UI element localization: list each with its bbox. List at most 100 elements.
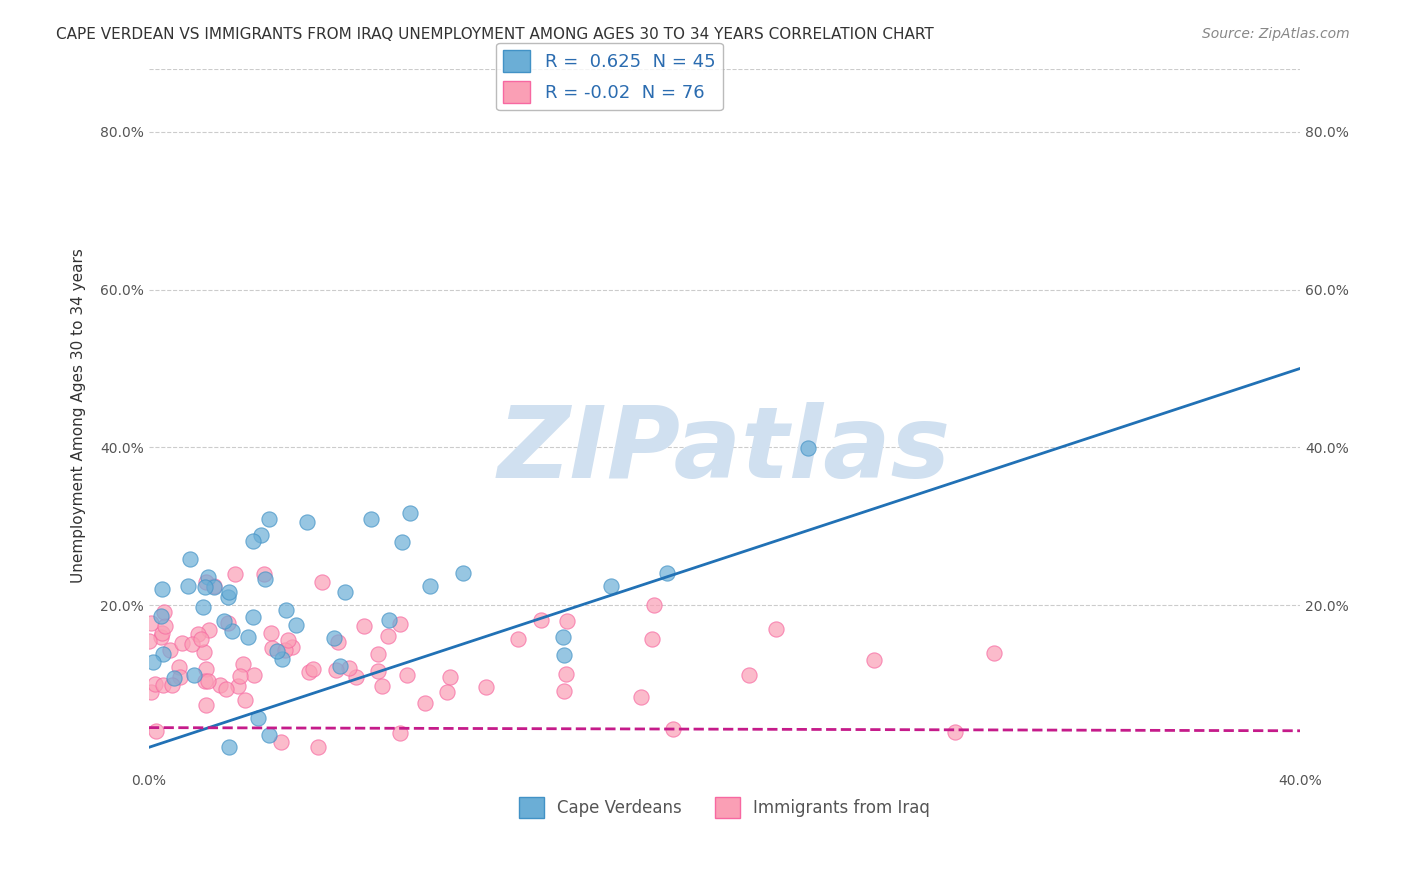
Y-axis label: Unemployment Among Ages 30 to 34 years: Unemployment Among Ages 30 to 34 years (72, 248, 86, 583)
Point (142, 655, 165, 669)
Point (475, 680, 498, 694)
Point (655, 566, 678, 580)
Point (195, 662, 218, 676)
Point (388, 616, 411, 631)
Point (242, 533, 264, 548)
Point (193, 645, 215, 659)
Point (797, 441, 820, 455)
Point (217, 591, 239, 605)
Point (187, 626, 209, 640)
Point (139, 685, 162, 699)
Point (212, 614, 235, 628)
Point (180, 637, 202, 651)
Point (377, 613, 399, 627)
Point (254, 572, 277, 586)
Point (360, 512, 382, 526)
Point (145, 676, 167, 690)
Point (862, 653, 884, 667)
Point (335, 585, 357, 599)
Point (159, 643, 181, 657)
Point (506, 632, 529, 646)
Text: ZIPatlas: ZIPatlas (498, 402, 950, 499)
Point (162, 672, 184, 686)
Point (943, 724, 966, 739)
Point (662, 722, 685, 736)
Point (195, 574, 218, 589)
Point (399, 506, 422, 520)
Point (415, 696, 437, 710)
Point (150, 582, 173, 597)
Point (301, 662, 323, 676)
Point (202, 579, 225, 593)
Point (371, 680, 394, 694)
Point (232, 657, 254, 671)
Point (190, 632, 212, 647)
Point (311, 574, 333, 589)
Point (150, 630, 173, 644)
Point (553, 648, 575, 662)
Point (276, 602, 298, 616)
Point (738, 668, 761, 682)
Point (179, 552, 201, 566)
Point (152, 626, 174, 640)
Point (183, 667, 205, 681)
Point (197, 570, 219, 584)
Point (191, 600, 214, 615)
Point (152, 678, 174, 692)
Point (551, 630, 574, 644)
Point (194, 698, 217, 712)
Point (153, 605, 176, 619)
Point (388, 726, 411, 740)
Point (253, 566, 276, 581)
Point (242, 668, 264, 682)
Point (630, 690, 652, 705)
Point (138, 634, 160, 648)
Point (242, 609, 264, 624)
Point (277, 632, 299, 647)
Point (209, 678, 232, 692)
Point (436, 685, 458, 699)
Point (322, 631, 344, 645)
Point (367, 664, 389, 678)
Point (139, 615, 162, 630)
Point (233, 692, 256, 706)
Point (257, 511, 280, 525)
Point (270, 735, 292, 749)
Point (451, 566, 474, 580)
Point (329, 659, 352, 673)
Point (554, 666, 576, 681)
Point (344, 670, 367, 684)
Point (152, 648, 174, 662)
Point (297, 516, 319, 530)
Text: Source: ZipAtlas.com: Source: ZipAtlas.com (1202, 27, 1350, 41)
Point (553, 684, 575, 698)
Point (197, 623, 219, 637)
Point (194, 674, 217, 689)
Point (169, 670, 191, 684)
Point (266, 644, 288, 658)
Point (197, 673, 219, 688)
Point (145, 724, 167, 739)
Point (246, 711, 269, 725)
Point (202, 580, 225, 594)
Point (274, 642, 297, 657)
Point (218, 740, 240, 755)
Point (262, 641, 284, 656)
Point (215, 682, 238, 697)
Point (160, 678, 183, 692)
Point (765, 622, 787, 636)
Point (149, 609, 172, 624)
Point (983, 646, 1005, 660)
Point (600, 579, 623, 593)
Point (177, 579, 200, 593)
Point (298, 665, 321, 679)
Point (229, 669, 252, 683)
Point (194, 580, 217, 594)
Point (530, 613, 553, 627)
Point (325, 663, 347, 677)
Point (217, 615, 239, 630)
Point (641, 632, 664, 646)
Point (643, 598, 665, 612)
Point (307, 740, 329, 755)
Point (391, 534, 413, 549)
